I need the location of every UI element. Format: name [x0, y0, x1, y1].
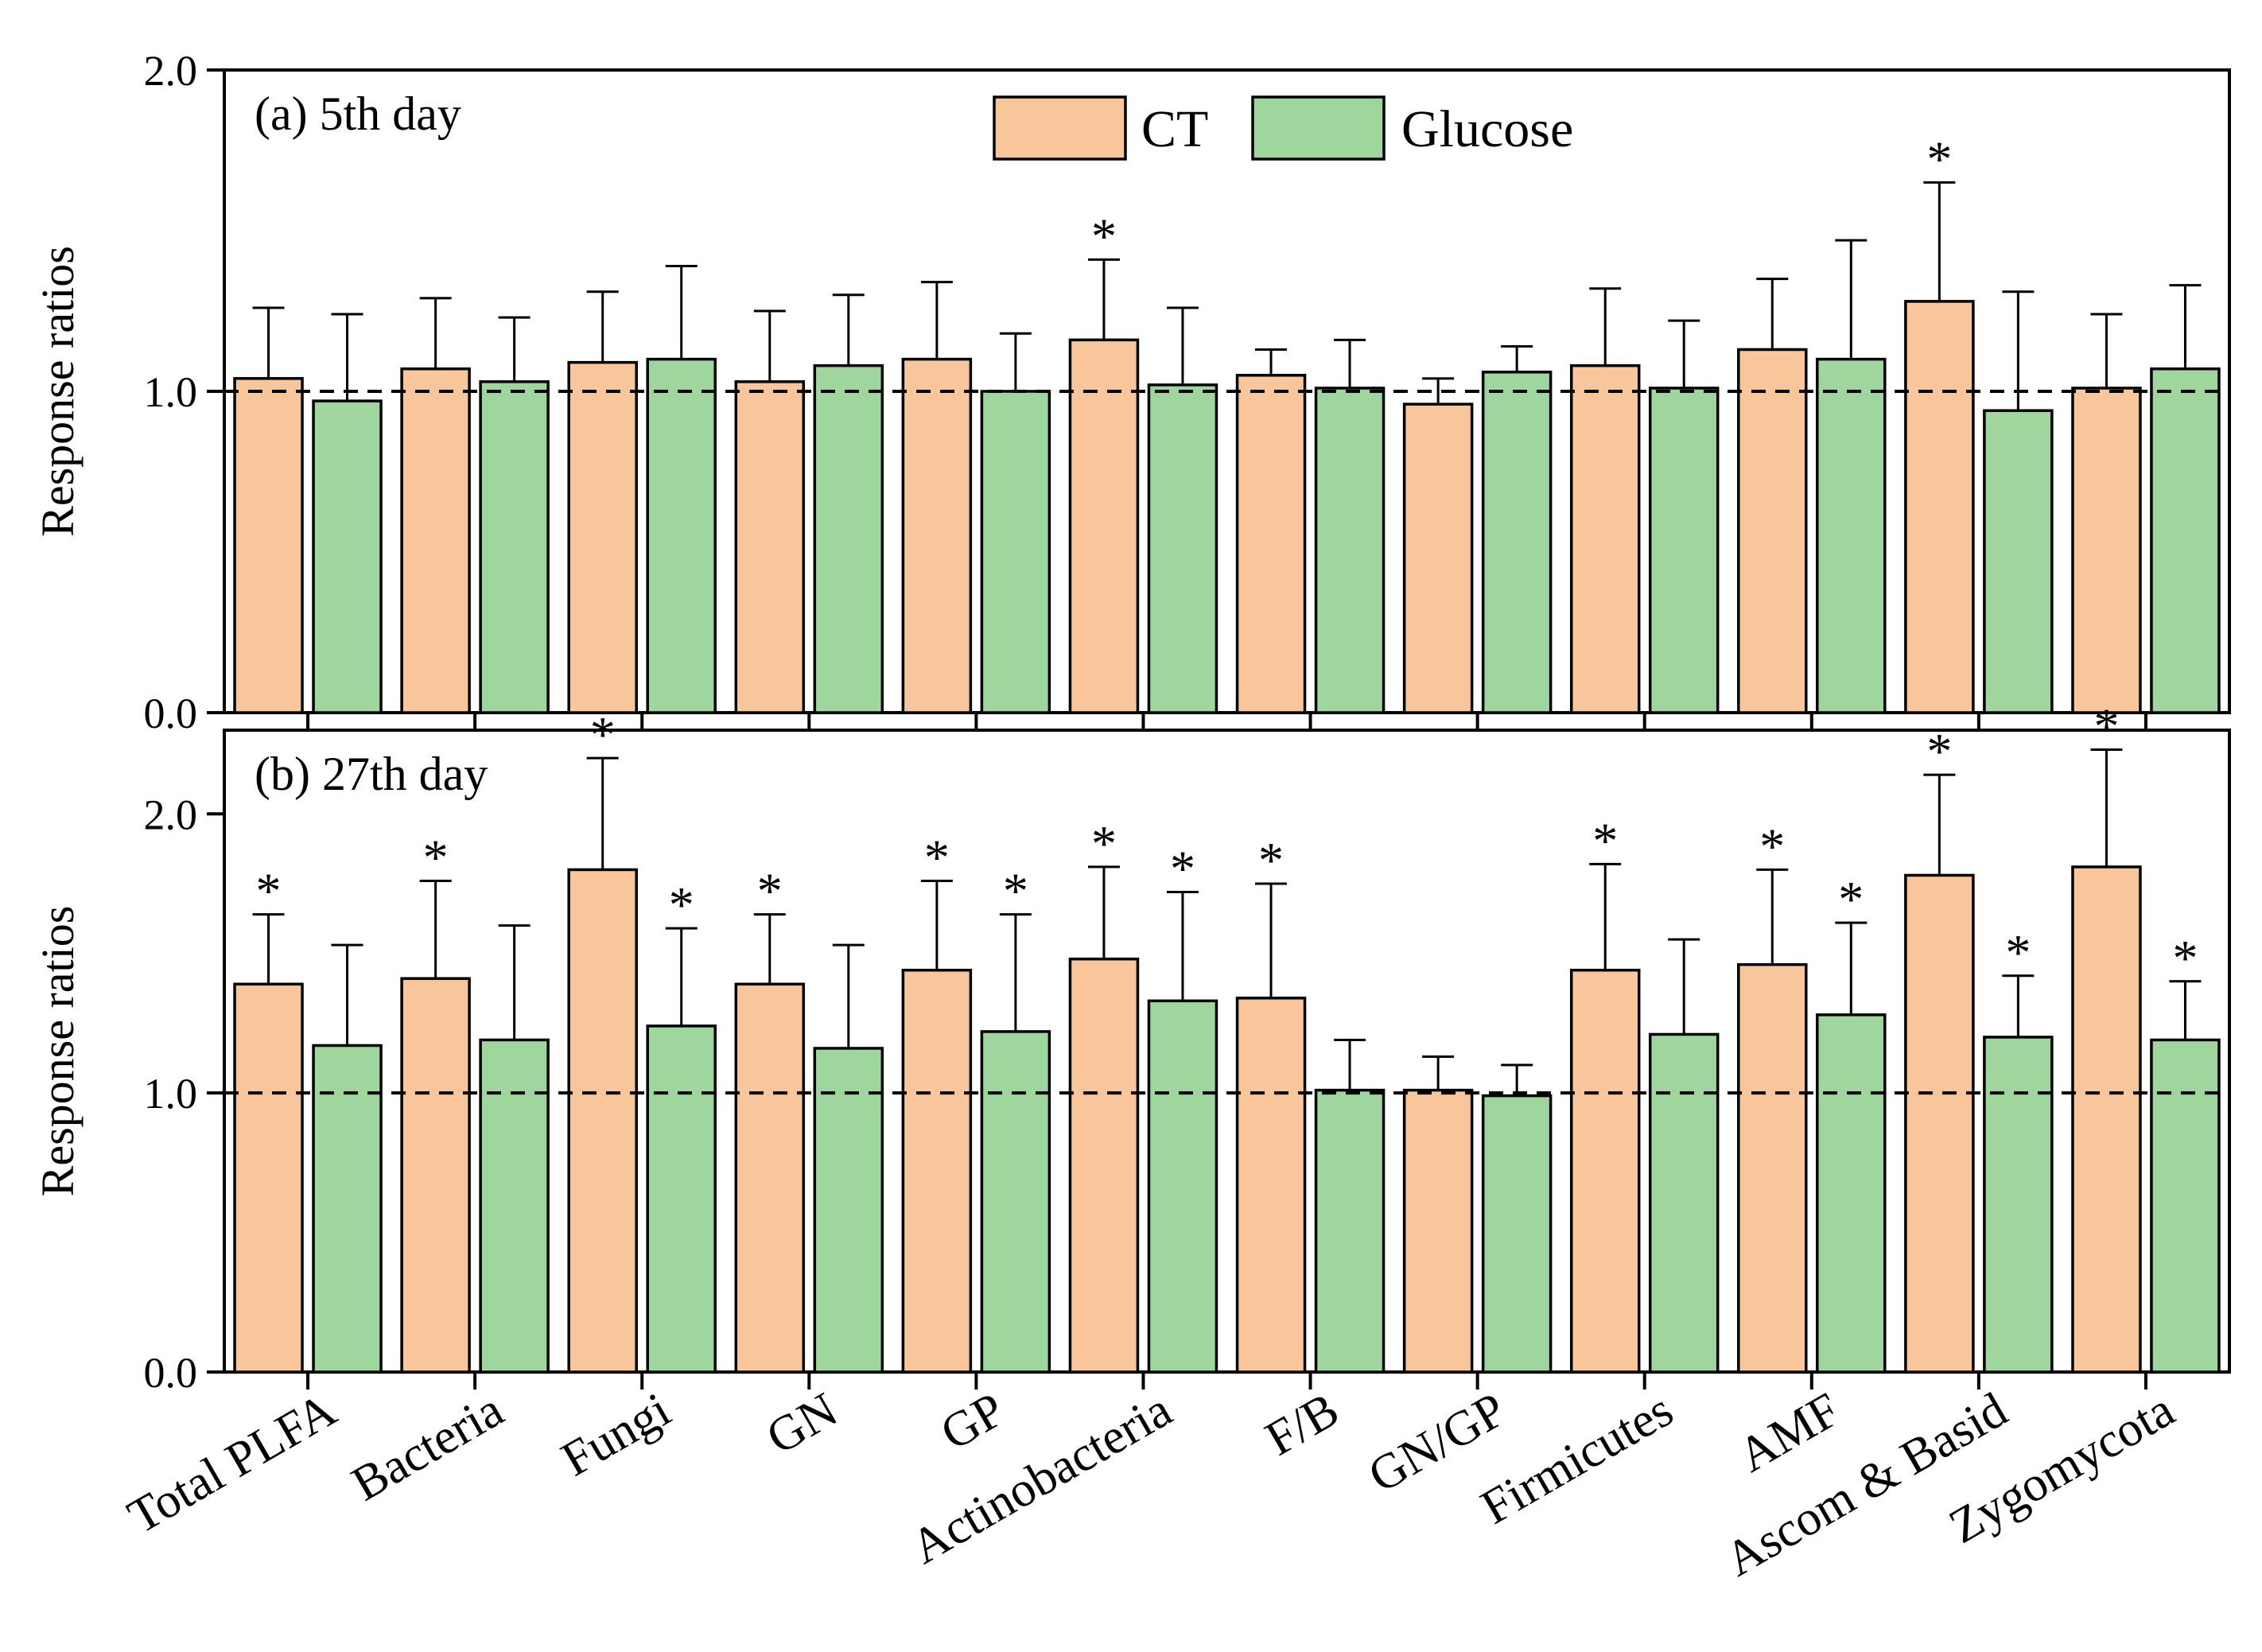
- panel-b-bar-ct-total-plfa: [233, 982, 304, 1374]
- legend-label-glucose: Glucose: [1401, 100, 1573, 158]
- panel-a-bar-ct-amf: [1737, 348, 1808, 714]
- x-category-label-gn: GN: [758, 1382, 847, 1465]
- legend-label-ct: CT: [1141, 100, 1208, 158]
- panel-b-ytick-label: 0.0: [144, 1349, 198, 1397]
- panel-a-bar-glucose-gp: [980, 390, 1051, 714]
- panel-b-significance-mark: *: [1838, 871, 1864, 927]
- panel-a-bar-glucose-zygomycota: [2150, 367, 2221, 714]
- panel-a-bar-glucose-actinobacteria: [1147, 383, 1218, 714]
- panel-a-bar-ct-total-plfa: [233, 377, 304, 714]
- panel-a-bar-glucose-gn-gp: [1481, 371, 1553, 714]
- panel-a-bar-ct-fungi: [567, 360, 638, 714]
- panel-b-bar-glucose-gp: [980, 1030, 1051, 1374]
- panel-a-bar-ct-firmicutes: [1569, 363, 1641, 714]
- panel-b-bar-ct-f-b: [1235, 997, 1307, 1374]
- panel-b-bar-glucose-f-b: [1314, 1088, 1386, 1374]
- panel-b-ylabel: Response ratios: [32, 906, 84, 1197]
- panel-b-bar-glucose-amf: [1816, 1013, 1887, 1374]
- panel-b-significance-mark: *: [423, 829, 449, 885]
- panel-b-bar-glucose-zygomycota: [2150, 1038, 2221, 1374]
- panel-b-bar-glucose-fungi: [646, 1024, 717, 1374]
- panel-a-bar-glucose-amf: [1816, 357, 1887, 714]
- panel-b-bar-ct-ascom-basid: [1904, 873, 1975, 1374]
- panel-b-significance-mark: *: [590, 706, 616, 763]
- panel-b-significance-mark: *: [2005, 924, 2031, 981]
- panel-a-bar-ct-f-b: [1235, 374, 1307, 714]
- panel-b-bar-glucose-gn-gp: [1481, 1094, 1553, 1374]
- panel-a-significance-mark: *: [1926, 130, 1952, 187]
- panel-a-bar-glucose-total-plfa: [312, 399, 383, 714]
- panel-b-bar-glucose-firmicutes: [1648, 1032, 1720, 1374]
- legend: CT Glucose: [993, 95, 1573, 161]
- panel-b-significance-mark: *: [1258, 832, 1284, 888]
- x-category-label-amf: AMF: [1729, 1382, 1848, 1483]
- panel-a-bar-glucose-ascom-basid: [1983, 409, 2054, 714]
- panel-a-bar-glucose-f-b: [1314, 387, 1386, 714]
- panel-b-bar-ct-actinobacteria: [1068, 957, 1140, 1374]
- panel-b-significance-mark: *: [669, 877, 694, 933]
- panel-b-ytick-label: 1.0: [144, 1070, 198, 1118]
- panel-b-significance-mark: *: [924, 829, 950, 885]
- panel-b-bar-glucose-actinobacteria: [1147, 999, 1218, 1374]
- x-category-label-bacteria: Bacteria: [343, 1382, 512, 1511]
- x-category-label-firmicutes: Firmicutes: [1472, 1382, 1682, 1534]
- panel-b-bar-ct-bacteria: [400, 977, 471, 1374]
- panel-a-ylabel: Response ratios: [32, 246, 84, 537]
- x-category-label-fungi: Fungi: [553, 1382, 679, 1487]
- panel-b-significance-mark: *: [256, 863, 282, 919]
- panel-b-title: (b) 27th day: [255, 748, 488, 800]
- panel-a-ytick-label: 0.0: [144, 690, 198, 737]
- panel-b-bar-ct-gn: [734, 982, 806, 1374]
- panel-b-significance-mark: *: [1170, 841, 1195, 897]
- panel-b-significance-mark: *: [2172, 930, 2198, 986]
- panel-b-significance-mark: *: [1592, 812, 1618, 869]
- panel-a-bar-glucose-bacteria: [479, 380, 550, 714]
- panel-a-bar-ct-ascom-basid: [1904, 300, 1975, 714]
- panel-a-bar-glucose-gn: [813, 363, 884, 714]
- panel-b-significance-mark: *: [1091, 815, 1117, 872]
- panel-b-bar-ct-fungi: [567, 868, 638, 1374]
- x-category-label-total-plfa: Total PLFA: [119, 1382, 345, 1545]
- panel-b-significance-mark: *: [2093, 698, 2119, 755]
- panel-b-significance-mark: *: [1926, 723, 1952, 779]
- panel-b-significance-mark: *: [1759, 818, 1785, 874]
- panel-a-ytick-label: 1.0: [144, 368, 198, 416]
- panel-a-ytick-label: 2.0: [144, 47, 198, 95]
- panel-b-bar-ct-zygomycota: [2071, 865, 2142, 1374]
- panel-b-ytick-label: 2.0: [144, 791, 198, 838]
- panel-b-bar-glucose-total-plfa: [312, 1044, 383, 1374]
- panel-a-bar-ct-actinobacteria: [1068, 338, 1140, 714]
- x-category-label-f-b: F/B: [1257, 1382, 1348, 1466]
- x-category-label-ascom-basid: Ascom & Basid: [1716, 1382, 2016, 1587]
- panel-a-bar-ct-bacteria: [400, 367, 471, 714]
- panel-b-bar-ct-firmicutes: [1569, 968, 1641, 1374]
- panel-a-bar-ct-zygomycota: [2071, 387, 2142, 714]
- panel-a-bar-ct-gn-gp: [1402, 402, 1474, 714]
- panel-b-bar-glucose-ascom-basid: [1983, 1036, 2054, 1374]
- panel-a-significance-mark: *: [1091, 208, 1117, 264]
- panel-b-significance-mark: *: [757, 863, 783, 919]
- panel-b-bar-ct-gp: [901, 968, 973, 1374]
- panel-b-bar-ct-gn-gp: [1402, 1088, 1474, 1374]
- panel-a-bar-ct-gp: [901, 357, 973, 714]
- legend-swatch-ct: [993, 95, 1127, 161]
- panel-b-frame: [223, 729, 2231, 1374]
- panel-b-bar-ct-amf: [1737, 962, 1808, 1374]
- panel-a-bar-glucose-firmicutes: [1648, 387, 1720, 714]
- legend-swatch-glucose: [1251, 95, 1386, 161]
- panel-a-title: (a) 5th day: [255, 87, 461, 140]
- x-category-label-gp: GP: [932, 1382, 1014, 1461]
- panel-b-bar-glucose-bacteria: [479, 1038, 550, 1374]
- panel-a-bar-ct-gn: [734, 380, 806, 714]
- panel-b-bar-glucose-gn: [813, 1047, 884, 1374]
- panel-b-significance-mark: *: [1003, 863, 1028, 919]
- panel-a-bar-glucose-fungi: [646, 357, 717, 714]
